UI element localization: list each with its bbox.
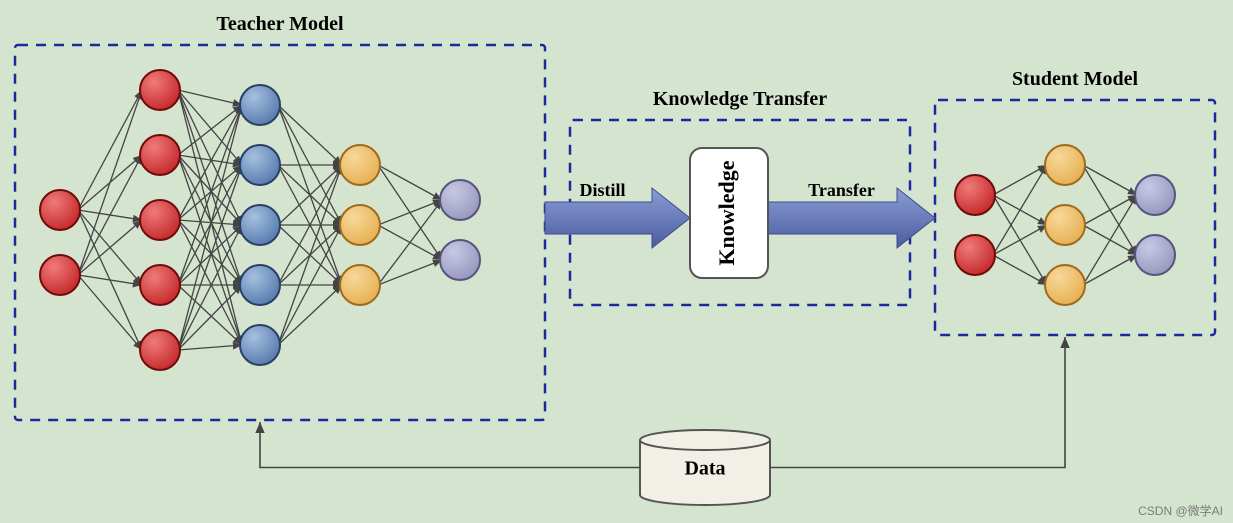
teacher-node-red	[40, 255, 80, 295]
data-cylinder-top	[640, 430, 770, 450]
teacher-node-blue	[240, 85, 280, 125]
teacher-node-blue	[240, 145, 280, 185]
student-node-orange	[1045, 265, 1085, 305]
teacher-node-orange	[340, 265, 380, 305]
teacher-node-blue	[240, 325, 280, 365]
student-node-red	[955, 175, 995, 215]
teacher-node-red	[140, 330, 180, 370]
diagram-canvas: Teacher Model Knowledge Transfer Student M…	[0, 0, 1233, 523]
student-node-orange	[1045, 205, 1085, 245]
teacher-node-red	[40, 190, 80, 230]
teacher-node-red	[140, 200, 180, 240]
teacher-node-red	[140, 70, 180, 110]
teacher-node-orange	[340, 205, 380, 245]
student-node-purple	[1135, 235, 1175, 275]
teacher-title: Teacher Model	[216, 13, 344, 35]
distill-label: Distill	[579, 180, 625, 200]
teacher-node-red	[140, 135, 180, 175]
watermark: CSDN @微学AI	[1138, 503, 1223, 518]
student-node-purple	[1135, 175, 1175, 215]
teacher-node-purple	[440, 240, 480, 280]
teacher-node-orange	[340, 145, 380, 185]
transfer-label: Transfer	[808, 180, 875, 200]
teacher-node-blue	[240, 205, 280, 245]
teacher-node-purple	[440, 180, 480, 220]
student-title: Student Model	[1012, 68, 1139, 90]
knowledge-label: Knowledge	[714, 160, 739, 265]
transfer-title: Knowledge Transfer	[653, 88, 827, 110]
student-node-orange	[1045, 145, 1085, 185]
data-label: Data	[684, 458, 725, 480]
teacher-node-red	[140, 265, 180, 305]
teacher-node-blue	[240, 265, 280, 305]
student-node-red	[955, 235, 995, 275]
